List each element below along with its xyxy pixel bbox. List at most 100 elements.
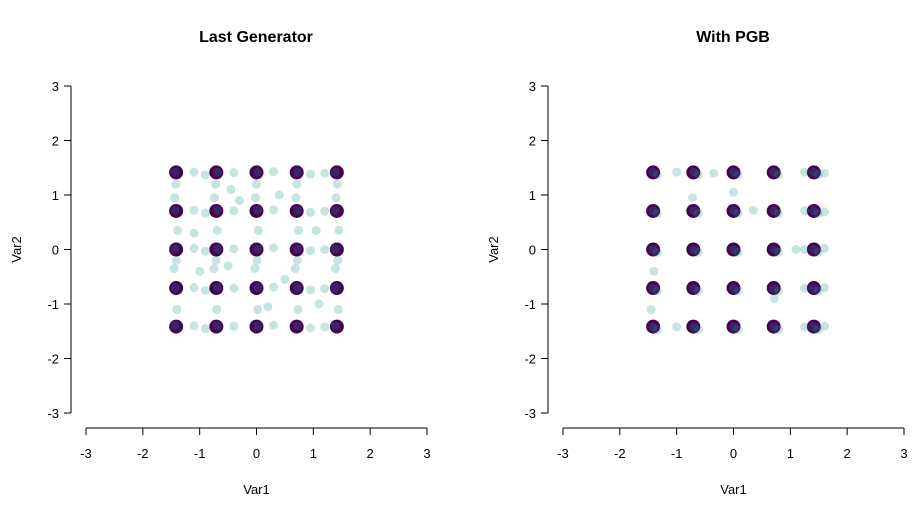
generated-point bbox=[819, 207, 829, 217]
generated-point bbox=[729, 206, 738, 216]
generated-point bbox=[229, 206, 239, 216]
generated-point bbox=[693, 286, 703, 296]
real-point bbox=[169, 165, 184, 180]
generated-point bbox=[290, 264, 300, 274]
generated-point bbox=[819, 243, 829, 253]
generated-point bbox=[648, 206, 658, 216]
x-tick-label: 2 bbox=[367, 446, 374, 461]
real-point bbox=[169, 319, 184, 334]
real-point bbox=[646, 319, 661, 334]
y-axis-label: Var2 bbox=[486, 236, 501, 263]
generated-point bbox=[292, 283, 302, 293]
real-point bbox=[329, 165, 344, 180]
real-point bbox=[209, 319, 224, 334]
real-point bbox=[169, 203, 184, 218]
generated-point bbox=[263, 302, 273, 312]
chart-title: Last Generator bbox=[199, 29, 313, 46]
generated-point bbox=[652, 325, 662, 335]
real-point bbox=[726, 203, 741, 218]
generated-point bbox=[189, 243, 199, 253]
generated-point bbox=[211, 179, 221, 189]
real-point bbox=[686, 242, 701, 257]
x-tick-label: -1 bbox=[671, 446, 683, 461]
generated-point bbox=[170, 321, 180, 331]
generated-point bbox=[293, 304, 303, 314]
real-point bbox=[169, 281, 184, 296]
real-point bbox=[209, 203, 224, 218]
generated-point bbox=[305, 246, 315, 256]
real-point bbox=[766, 203, 781, 218]
real-point bbox=[726, 242, 741, 257]
generated-point bbox=[292, 167, 302, 177]
generated-point bbox=[689, 322, 699, 332]
x-tick-label: 3 bbox=[423, 446, 430, 461]
generated-point bbox=[229, 244, 239, 254]
generated-point bbox=[170, 167, 180, 177]
generated-point bbox=[292, 205, 302, 215]
generated-point bbox=[330, 167, 340, 177]
generated-point bbox=[305, 207, 315, 217]
generated-point bbox=[305, 169, 315, 179]
generated-point bbox=[189, 283, 199, 293]
generated-point bbox=[693, 247, 703, 257]
generated-point bbox=[212, 283, 222, 293]
generated-point bbox=[729, 167, 738, 177]
generated-point bbox=[332, 179, 342, 189]
real-point bbox=[766, 281, 781, 296]
generated-point bbox=[330, 264, 340, 274]
generated-point bbox=[200, 324, 210, 334]
generated-point bbox=[648, 283, 658, 293]
real-point bbox=[249, 319, 264, 334]
generated-point bbox=[331, 193, 341, 203]
generated-point bbox=[170, 283, 180, 293]
generated-point bbox=[269, 243, 279, 253]
generated-point bbox=[769, 322, 779, 332]
y-tick-label: -2 bbox=[47, 352, 59, 367]
generated-point bbox=[800, 167, 810, 177]
generated-point bbox=[800, 245, 810, 254]
generated-point bbox=[250, 193, 260, 203]
generated-point bbox=[769, 245, 779, 254]
generated-point bbox=[212, 244, 222, 254]
generated-point bbox=[212, 167, 222, 177]
generated-point bbox=[250, 264, 260, 274]
generated-point bbox=[729, 322, 738, 332]
generated-point bbox=[648, 167, 658, 177]
real-point bbox=[329, 242, 344, 257]
generated-point bbox=[769, 283, 779, 293]
real-point bbox=[329, 319, 344, 334]
generated-point bbox=[212, 304, 222, 314]
real-point bbox=[249, 281, 264, 296]
generated-point bbox=[200, 285, 210, 295]
generated-point bbox=[234, 195, 244, 205]
generated-point bbox=[689, 245, 699, 254]
real-point bbox=[686, 281, 701, 296]
chart-title: With PGB bbox=[696, 29, 770, 46]
generated-point bbox=[809, 206, 819, 216]
generated-point bbox=[200, 246, 210, 256]
generated-point bbox=[212, 321, 222, 331]
generated-point bbox=[292, 255, 302, 265]
generated-point bbox=[311, 225, 321, 235]
generated-point bbox=[320, 322, 330, 332]
generated-point bbox=[652, 209, 662, 219]
generated-point bbox=[791, 245, 801, 254]
generated-point bbox=[274, 190, 284, 200]
generated-point bbox=[813, 209, 823, 219]
generated-point bbox=[291, 193, 301, 203]
generated-point bbox=[170, 205, 180, 215]
y-tick-label: 3 bbox=[529, 79, 536, 94]
real-point bbox=[329, 203, 344, 218]
real-point bbox=[209, 165, 224, 180]
generated-point bbox=[320, 168, 330, 178]
generated-point bbox=[209, 193, 219, 203]
x-tick-label: 0 bbox=[730, 446, 737, 461]
real-point bbox=[726, 165, 741, 180]
generated-point bbox=[769, 294, 779, 304]
real-point bbox=[289, 203, 304, 218]
generated-point bbox=[748, 205, 758, 215]
real-point bbox=[249, 242, 264, 257]
x-tick-label: 1 bbox=[787, 446, 794, 461]
generated-point bbox=[294, 225, 304, 235]
real-point bbox=[726, 319, 741, 334]
